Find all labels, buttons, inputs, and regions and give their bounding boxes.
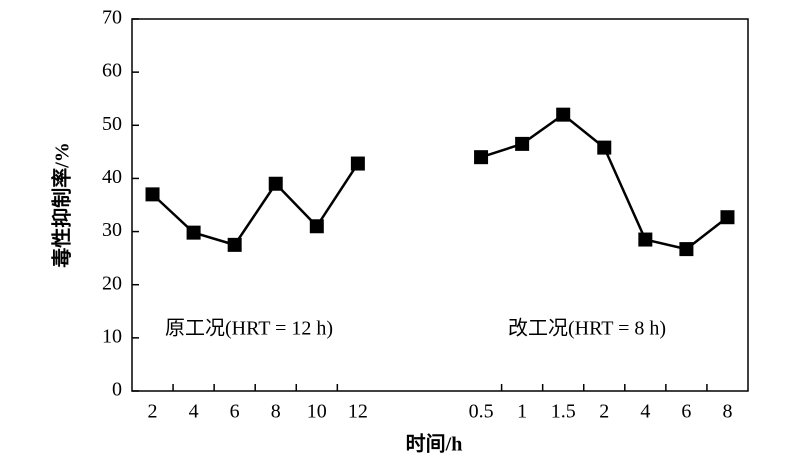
marker (638, 232, 653, 247)
y-tick-label: 60 (102, 60, 122, 82)
marker (597, 140, 612, 155)
x-tick-label: 0.5 (469, 401, 494, 423)
annotation: 改工况(HRT = 8 h) (508, 317, 666, 340)
marker (145, 187, 160, 202)
marker (515, 136, 530, 151)
marker (227, 237, 242, 252)
x-tick-label: 6 (230, 401, 240, 423)
y-tick-label: 70 (102, 7, 122, 29)
x-tick-label: 10 (307, 401, 327, 423)
x-tick-label: 2 (148, 401, 158, 423)
y-axis-title: 毒性抑制率/% (50, 142, 74, 268)
marker (556, 107, 571, 122)
x-tick-label: 4 (189, 401, 199, 423)
x-axis-title: 时间/h (406, 433, 463, 456)
marker (350, 156, 365, 171)
x-tick-label: 6 (681, 401, 691, 423)
x-tick-label: 1.5 (551, 401, 576, 423)
marker (309, 219, 324, 234)
x-tick-label: 2 (599, 401, 609, 423)
y-tick-label: 40 (102, 166, 122, 188)
y-tick-label: 20 (102, 272, 122, 294)
marker (474, 150, 489, 165)
x-tick-label: 4 (640, 401, 650, 423)
marker (679, 242, 694, 257)
marker (186, 225, 201, 240)
x-tick-label: 8 (271, 401, 281, 423)
marker (720, 210, 735, 225)
x-tick-label: 8 (722, 401, 732, 423)
plot-frame (131, 18, 749, 392)
marker (268, 176, 283, 191)
line (151, 113, 729, 251)
y-tick-label: 10 (102, 325, 122, 347)
annotation: 原工况(HRT = 12 h) (165, 318, 333, 340)
x-tick-label: 1 (517, 401, 527, 423)
x-tick-label: 12 (348, 401, 368, 423)
y-tick-label: 50 (102, 113, 122, 135)
y-tick-label: 0 (112, 379, 122, 401)
y-tick-label: 30 (102, 219, 122, 241)
